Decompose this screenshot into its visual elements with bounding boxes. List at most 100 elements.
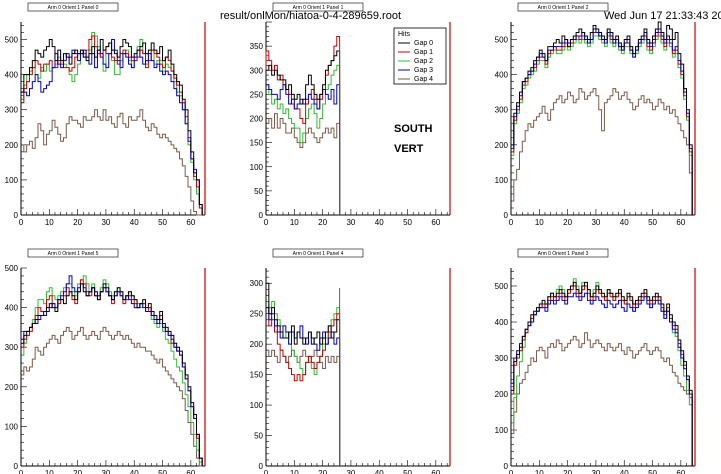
y-tick-label: 100	[250, 401, 264, 410]
series-gap-4	[20, 326, 203, 467]
y-tick-label: 400	[495, 318, 509, 327]
panel-title: Arm 0 Orient 1 Panel 2	[538, 5, 589, 11]
y-tick-label: 300	[5, 106, 19, 115]
x-tick-label: 20	[563, 218, 572, 227]
plot-panel-5: Arm 0 Orient 1 Panel 3 0 10 20 30 40 50 60 0 100 2…	[495, 248, 696, 474]
x-tick-label: 40	[130, 469, 139, 474]
x-tick-label: 50	[648, 218, 657, 227]
x-tick-label: 30	[346, 218, 355, 227]
legend-entry: Gap 2	[414, 58, 433, 65]
filename-label: result/onlMon/hiatoa-0-4-289659.root	[220, 10, 402, 22]
panel-title: Arm 0 Orient 1 Panel 3	[538, 251, 589, 257]
x-tick-label: 20	[73, 469, 82, 474]
series-gap-0	[20, 39, 203, 215]
y-tick-label: 400	[5, 304, 19, 313]
series-gap-1	[510, 285, 693, 466]
x-tick-label: 60	[186, 469, 195, 474]
y-tick-label: 200	[495, 390, 509, 399]
y-tick-label: 350	[250, 42, 264, 51]
y-tick-label: 300	[250, 279, 264, 288]
x-tick-label: 30	[346, 469, 355, 474]
series-gap-0	[265, 282, 341, 466]
x-tick-label: 60	[431, 218, 440, 227]
x-tick-label: 20	[318, 469, 327, 474]
y-tick-label: 300	[250, 66, 264, 75]
y-tick-label: 100	[5, 176, 19, 185]
x-tick-label: 10	[535, 469, 544, 474]
series-gap-3	[265, 307, 341, 466]
y-tick-label: 100	[5, 422, 19, 431]
x-tick-label: 60	[431, 469, 440, 474]
y-tick-label: 300	[495, 106, 509, 115]
y-tick-label: 100	[495, 176, 509, 185]
y-tick-label: 0	[14, 462, 19, 471]
y-tick-label: 100	[250, 163, 264, 172]
series-gap-2	[20, 275, 203, 466]
series-gap-4	[265, 349, 341, 466]
x-tick-label: 50	[403, 469, 412, 474]
series-gap-0	[265, 50, 341, 215]
x-tick-label: 0	[19, 469, 24, 474]
panel-title-box	[272, 248, 364, 258]
y-tick-label: 500	[495, 36, 509, 45]
plot-panel-4: Arm 0 Orient 1 Panel 4 0 10 20 30 40 50 60 0 50 10…	[250, 248, 451, 474]
x-tick-label: 20	[73, 218, 82, 227]
y-tick-label: 300	[495, 354, 509, 363]
x-tick-label: 50	[158, 218, 167, 227]
legend-entry: Gap 0	[414, 40, 433, 47]
panel-title: Arm 0 Orient 1 Panel 1	[293, 5, 344, 11]
x-tick-label: 60	[676, 218, 685, 227]
plot-panel-3: Arm 0 Orient 1 Panel 5 0 10 20 30 40 50 60 0 100 2…	[5, 248, 206, 474]
legend-entry: Gap 1	[414, 49, 433, 56]
panel-title-box	[517, 2, 609, 12]
series-gap-4	[265, 113, 341, 215]
y-tick-label: 50	[254, 432, 263, 441]
x-tick-label: 50	[158, 469, 167, 474]
x-tick-label: 0	[264, 218, 269, 227]
y-tick-label: 400	[495, 71, 509, 80]
plot-panel-2: Arm 0 Orient 1 Panel 2 0 10 20 30 40 50 60 0 100 2…	[495, 2, 696, 227]
series-gap-3	[20, 39, 203, 215]
y-tick-label: 200	[250, 115, 264, 124]
y-tick-label: 500	[495, 282, 509, 291]
series-gap-0	[20, 283, 203, 466]
y-tick-label: 500	[5, 36, 19, 45]
series-gap-3	[20, 275, 203, 466]
x-tick-label: 0	[264, 469, 269, 474]
x-tick-label: 50	[648, 469, 657, 474]
x-tick-label: 30	[101, 218, 110, 227]
plot-panel-1: Arm 0 Orient 1 Panel 1 0 10 20 30 40 50 60 0 50 10…	[250, 2, 451, 227]
y-tick-label: 0	[259, 462, 264, 471]
y-tick-label: 400	[5, 71, 19, 80]
y-tick-label: 0	[504, 211, 509, 220]
plot-panel-0: Arm 0 Orient 1 Panel 0 0 10 20 30 40 50 60 0 100 2…	[5, 2, 206, 227]
panel-title: Arm 0 Orient 1 Panel 5	[48, 251, 99, 257]
x-tick-label: 20	[318, 218, 327, 227]
y-tick-label: 250	[250, 90, 264, 99]
series-gap-4	[510, 332, 693, 466]
x-tick-label: 0	[509, 218, 514, 227]
y-tick-label: 50	[254, 187, 263, 196]
series-gap-2	[510, 278, 693, 466]
x-tick-label: 10	[45, 218, 54, 227]
y-tick-label: 200	[5, 383, 19, 392]
x-tick-label: 10	[45, 469, 54, 474]
annotation-south: SOUTH	[394, 123, 433, 135]
panel-title: Arm 0 Orient 1 Panel 0	[48, 5, 99, 11]
x-tick-label: 30	[101, 469, 110, 474]
x-tick-label: 30	[591, 218, 600, 227]
x-tick-label: 0	[19, 218, 24, 227]
x-tick-label: 10	[290, 218, 299, 227]
x-tick-label: 0	[509, 469, 514, 474]
y-tick-label: 200	[250, 340, 264, 349]
y-tick-label: 0	[504, 462, 509, 471]
series-gap-2	[265, 64, 341, 215]
series-gap-4	[510, 88, 693, 215]
y-tick-label: 200	[495, 141, 509, 150]
x-tick-label: 40	[130, 218, 139, 227]
panel-title-box	[27, 248, 119, 258]
panel-title-box	[27, 2, 119, 12]
series-gap-4	[20, 109, 203, 216]
